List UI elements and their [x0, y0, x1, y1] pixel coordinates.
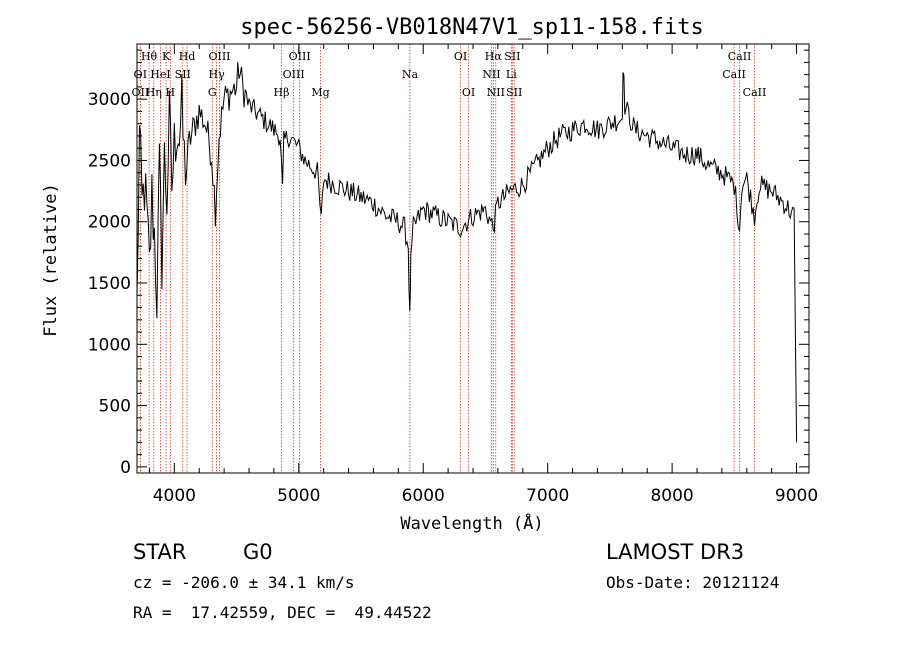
- line-label: Hγ: [209, 68, 226, 81]
- x-tick-label: 9000: [775, 486, 818, 506]
- line-label: SII: [175, 68, 191, 81]
- emission-line-markers: [139, 44, 755, 473]
- line-label: Hη: [146, 86, 162, 99]
- line-label: CaII: [722, 68, 746, 81]
- x-tick-label: 7000: [526, 486, 569, 506]
- line-label: OIII: [289, 50, 311, 63]
- survey-name: LAMOST DR3: [606, 540, 745, 564]
- line-label: OIII: [283, 68, 305, 81]
- line-label: SII: [504, 50, 520, 63]
- x-tick-label: 5000: [277, 486, 320, 506]
- y-tick-label: 3000: [88, 90, 131, 110]
- line-label: NII: [487, 86, 505, 99]
- line-label: Na: [402, 68, 419, 81]
- y-tick-label: 500: [99, 397, 131, 417]
- line-label: HeI: [150, 68, 170, 81]
- chart-title: spec-56256-VB018N47V1_sp11-158.fits: [240, 15, 704, 40]
- obs-date: Obs-Date: 20121124: [606, 573, 780, 592]
- y-tick-label: 1500: [88, 274, 131, 294]
- line-label: OI: [462, 86, 475, 99]
- x-tick-label: 8000: [650, 486, 693, 506]
- x-tick-label: 6000: [402, 486, 445, 506]
- line-label: NII: [482, 68, 500, 81]
- line-label: Hα: [485, 50, 503, 63]
- y-axis-label: Flux (relative): [41, 183, 61, 337]
- spectrum-line: [136, 62, 798, 443]
- y-tick-label: 0: [120, 458, 131, 478]
- x-tick-label: 4000: [153, 486, 196, 506]
- x-axis: 4000 5000 6000 7000 8000 9000: [148, 44, 818, 506]
- spectral-subclass: G0: [243, 540, 273, 564]
- line-label: OI: [454, 50, 467, 63]
- object-class: STAR: [133, 540, 187, 564]
- line-label: Li: [506, 68, 517, 81]
- line-label: CaII: [728, 50, 752, 63]
- line-label: G: [208, 86, 217, 99]
- line-label: H: [166, 86, 176, 99]
- line-label: Hθ: [141, 50, 158, 63]
- y-tick-label: 2000: [88, 213, 131, 233]
- redshift-readout: cz = -206.0 ± 34.1 km/s: [133, 573, 355, 592]
- coordinates: RA = 17.42559, DEC = 49.44522: [133, 603, 432, 622]
- line-label: K: [162, 50, 171, 63]
- line-label: OII: [132, 86, 150, 99]
- line-label: Mg: [311, 86, 329, 99]
- y-axis: 0 500 1000 1500 2000 2500 3000: [88, 49, 809, 478]
- line-label: OIII: [208, 50, 230, 63]
- line-label: Hd: [179, 50, 196, 63]
- y-tick-label: 2500: [88, 151, 131, 171]
- plot-frame: [136, 43, 810, 474]
- line-label: Hβ: [274, 86, 290, 99]
- y-tick-label: 1000: [88, 335, 131, 355]
- x-axis-label: Wavelength (Å): [400, 512, 543, 534]
- line-label: SII: [506, 86, 522, 99]
- line-label: CaII: [743, 86, 767, 99]
